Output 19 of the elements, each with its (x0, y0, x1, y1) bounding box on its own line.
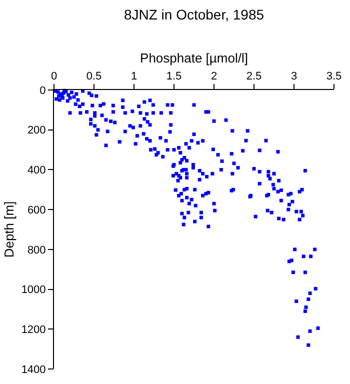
y-tick-label: 1000 (21, 284, 46, 296)
y-tick-label: 800 (27, 244, 46, 256)
chart-title: 8JNZ in October, 1985 (124, 6, 264, 22)
x-tick-label: 3 (290, 70, 298, 83)
y-tick-label: 1200 (21, 324, 46, 336)
x-tick-label: 0 (50, 70, 58, 83)
x-tick-label: 1 (130, 70, 138, 83)
y-tick-label: 600 (27, 204, 46, 216)
x-tick-label: 3.5 (326, 70, 342, 83)
y-axis-title: Depth [m] (1, 201, 16, 258)
x-tick-label: 2 (210, 70, 218, 83)
x-axis-title: Phosphate [µmol/l] (140, 50, 248, 66)
y-tick-label: 1400 (21, 364, 46, 376)
x-tick-label: 0.5 (86, 70, 102, 83)
y-tick-label: 0 (40, 84, 46, 97)
y-tick-label: 400 (27, 164, 46, 177)
x-tick-label: 2.5 (246, 70, 262, 83)
x-tick-label: 1.5 (166, 70, 182, 83)
y-tick-label: 200 (27, 124, 46, 137)
